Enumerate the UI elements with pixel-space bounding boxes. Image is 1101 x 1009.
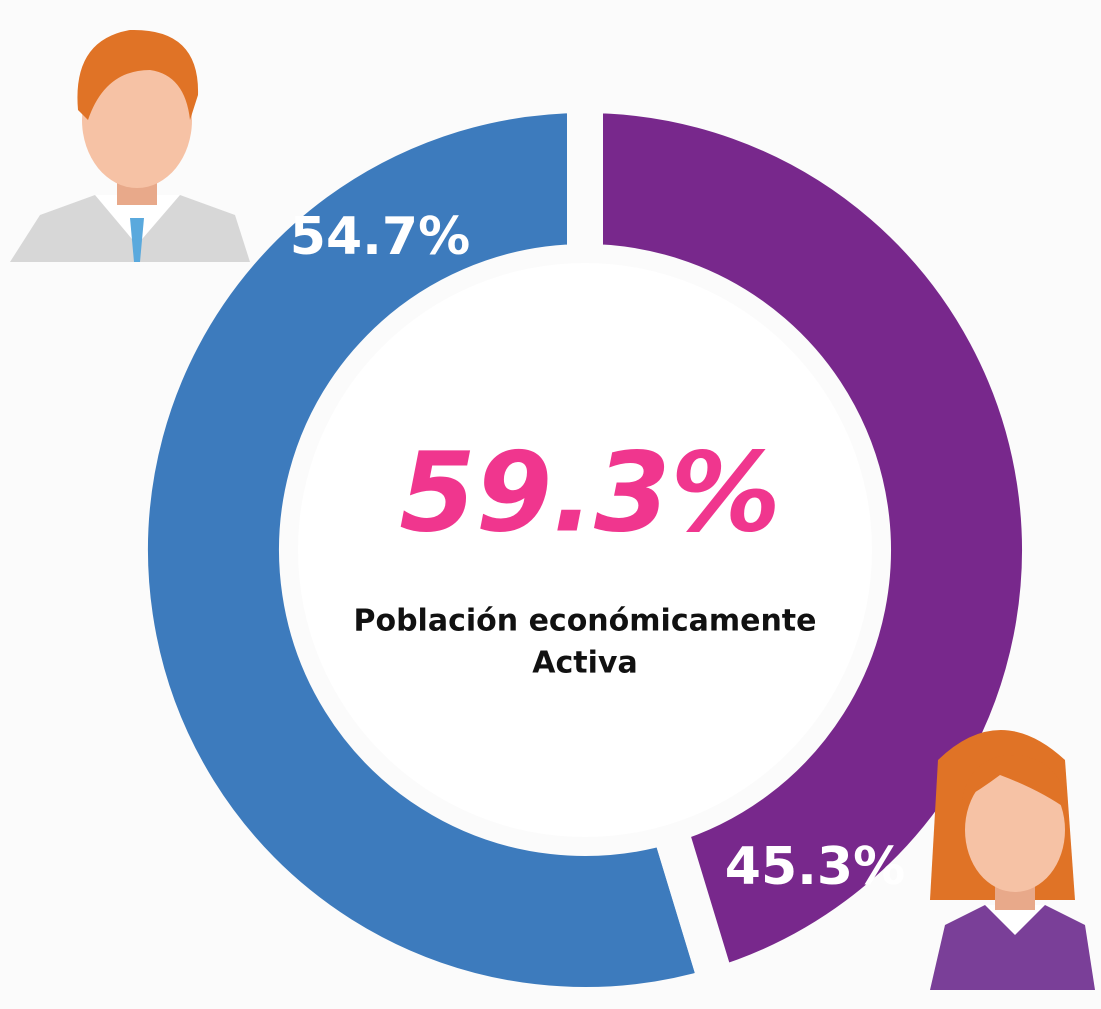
value-label: 54.7% — [290, 207, 470, 267]
center-text: Activa — [532, 646, 637, 681]
center-value: 59.3% — [399, 428, 781, 556]
donut — [112, 76, 1058, 1009]
center-text: Población económicamente — [353, 604, 816, 639]
woman-icon — [930, 730, 1095, 990]
slice — [567, 76, 1058, 1008]
man-icon — [10, 29, 250, 262]
value-label: 45.3% — [725, 837, 905, 897]
slice — [112, 76, 740, 1009]
donut-hole — [298, 263, 872, 837]
